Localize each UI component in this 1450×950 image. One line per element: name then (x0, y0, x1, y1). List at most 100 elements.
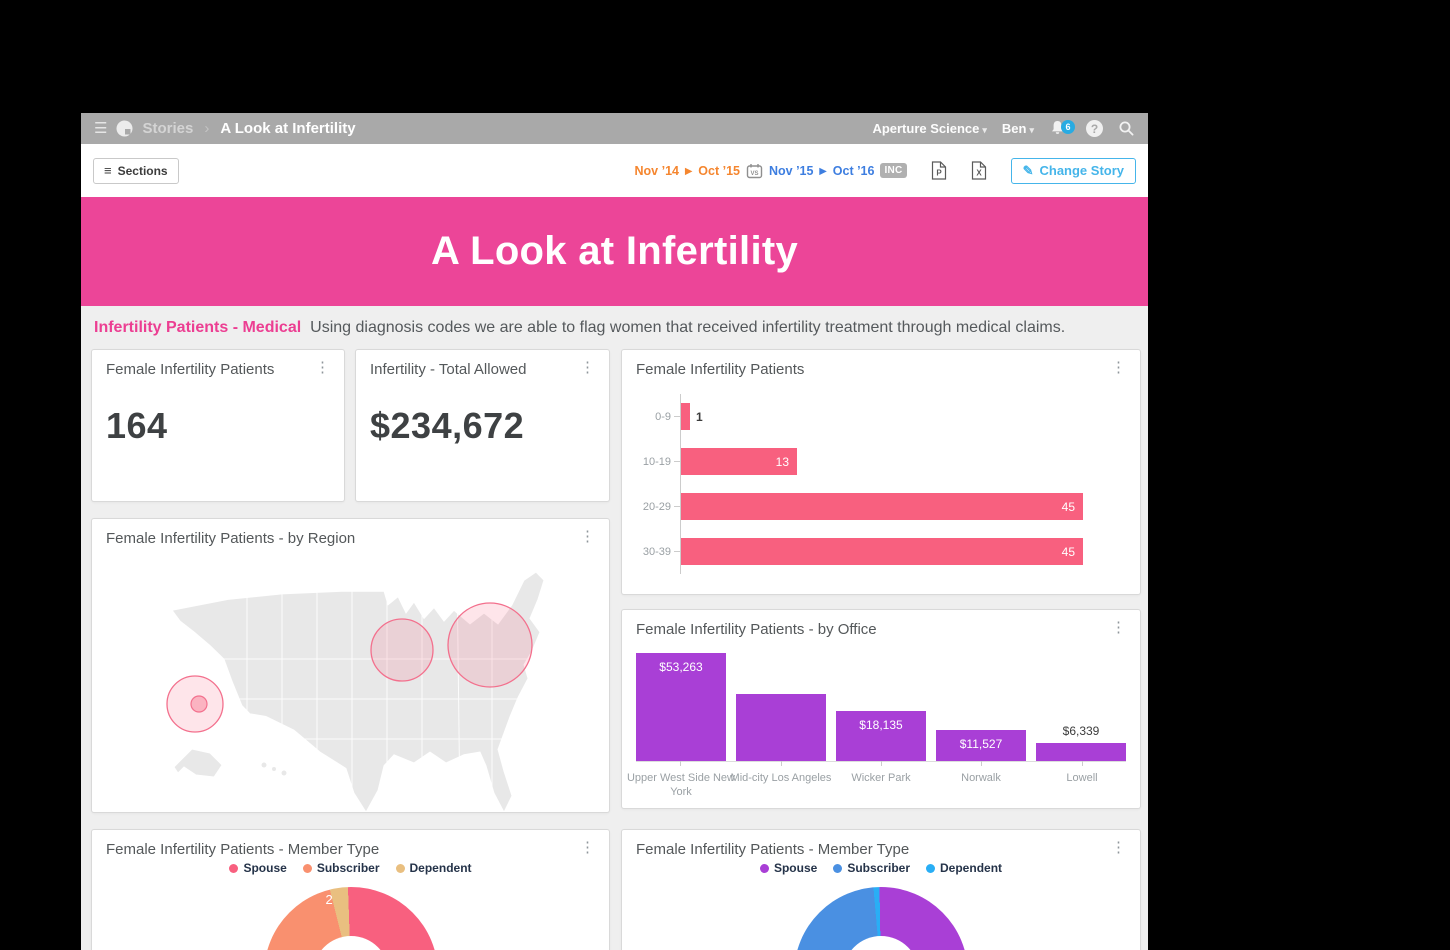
svg-text:VS: VS (750, 171, 758, 177)
bubble-southern-california[interactable] (166, 675, 224, 733)
bar-wicker-park[interactable]: $18,135 (836, 711, 926, 761)
notifications-button[interactable]: 6 (1049, 120, 1075, 137)
bar-age-0-9[interactable]: 1 (681, 403, 703, 430)
member-type-donut-chart[interactable]: 2 (263, 887, 438, 950)
date-range-selector[interactable]: Nov ’14 ► Oct ’15 VS Nov ’15 ► Oct ’16 I… (635, 163, 907, 179)
region-bubbles (166, 602, 533, 733)
y-axis-label: 0-9 (655, 410, 671, 423)
legend-item-dependent[interactable]: Dependent (395, 861, 472, 875)
age-bar-row: 10-19 13 (622, 439, 1140, 484)
axis-tick (674, 551, 680, 552)
legend-item-dependent[interactable]: Dependent (926, 861, 1002, 875)
axis-tick (1082, 761, 1083, 766)
excel-file-icon: X (971, 161, 986, 180)
alaska-shape (173, 748, 223, 778)
kebab-menu-icon[interactable]: ⋮ (1111, 839, 1126, 856)
by-office-card: Female Infertility Patients - by Office … (621, 609, 1141, 809)
member-type-donut-chart[interactable] (794, 887, 968, 950)
card-title: Female Infertility Patients - Member Typ… (106, 841, 380, 858)
help-icon[interactable]: ? (1086, 120, 1103, 137)
hawaii-shape (261, 762, 287, 776)
x-axis-label: Wicker Park (851, 772, 911, 784)
change-story-button[interactable]: ✎ Change Story (1010, 157, 1136, 184)
bar-lowell[interactable]: $6,339 (1036, 724, 1126, 761)
legend-dot (302, 863, 312, 873)
y-axis-label: 30-39 (642, 545, 671, 558)
bar-value-label: 13 (775, 454, 789, 469)
inc-badge: INC (880, 163, 907, 178)
bubble-upper-midwest[interactable] (370, 618, 434, 682)
org-dropdown[interactable]: Aperture Science ▾ (872, 121, 987, 136)
bar-age-20-29[interactable]: 45 (681, 493, 1083, 520)
kebab-menu-icon[interactable]: ⋮ (1111, 619, 1126, 636)
nav-stories-link[interactable]: Stories (142, 120, 194, 137)
breadcrumb-page-title: A Look at Infertility (220, 120, 356, 137)
axis-tick (674, 416, 680, 417)
date-range-primary[interactable]: Nov ’14 ► Oct ’15 (634, 163, 740, 178)
bar-value-label: $18,135 (859, 718, 903, 732)
bar-value-label: 45 (1061, 544, 1075, 559)
bubble-northeast[interactable] (447, 602, 533, 688)
kebab-menu-icon[interactable]: ⋮ (1111, 359, 1126, 376)
age-distribution-card: Female Infertility Patients ⋮ 0-9 1 10-1… (621, 349, 1141, 595)
age-bar-row: 30-39 45 (622, 529, 1140, 574)
x-axis-label: Lowell (1066, 772, 1098, 784)
age-bar-row: 20-29 45 (622, 484, 1140, 529)
legend-dot (395, 863, 405, 873)
bar-age-30-39[interactable]: 45 (681, 538, 1083, 565)
notification-count-badge: 6 (1061, 120, 1075, 134)
legend-dot (833, 863, 843, 873)
kebab-menu-icon[interactable]: ⋮ (580, 528, 595, 545)
legend-item-spouse[interactable]: Spouse (229, 861, 287, 875)
kebab-menu-icon[interactable]: ⋮ (315, 359, 330, 376)
kebab-menu-icon[interactable]: ⋮ (580, 839, 595, 856)
bar-norwalk[interactable]: $11,527 (936, 730, 1026, 761)
bar-value-label: 1 (696, 409, 703, 424)
legend-item-spouse[interactable]: Spouse (759, 861, 817, 875)
legend-item-subscriber[interactable]: Subscriber (302, 861, 380, 875)
age-bar-chart: 0-9 1 10-19 13 20-29 45 (622, 394, 1140, 574)
story-toolbar: ≡ Sections Nov ’14 ► Oct ’15 VS Nov ’15 … (81, 144, 1148, 197)
user-dropdown[interactable]: Ben ▾ (1001, 121, 1034, 136)
export-pdf-button[interactable]: P (931, 161, 947, 180)
card-title: Female Infertility Patients - by Office (636, 621, 877, 638)
legend-dot (229, 863, 239, 873)
bar-age-10-19[interactable]: 13 (681, 448, 797, 475)
caret-down-icon: ▾ (1029, 125, 1034, 135)
chart-legend: Spouse Subscriber Dependent (92, 861, 609, 875)
member-type-card-medical: Female Infertility Patients - Member Typ… (91, 829, 610, 950)
sections-button[interactable]: ≡ Sections (93, 157, 179, 184)
x-axis-labels: Upper West Side New York Mid-city Los An… (622, 771, 1140, 805)
stories-logo-icon (116, 120, 133, 137)
date-range-comparison[interactable]: Nov ’15 ► Oct ’16 (768, 163, 875, 178)
axis-tick (680, 761, 681, 766)
axis-tick (881, 761, 882, 766)
age-bar-row: 0-9 1 (622, 394, 1140, 439)
bar-value-label: 45 (1061, 499, 1075, 514)
section-label: Infertility Patients - Medical (94, 318, 302, 336)
card-title: Female Infertility Patients (636, 361, 805, 378)
x-axis-label: Norwalk (961, 772, 1001, 784)
svg-text:P: P (936, 169, 942, 178)
axis-tick (981, 761, 982, 766)
story-banner: A Look at Infertility (81, 197, 1148, 306)
bar-mid-city-la[interactable] (736, 694, 826, 761)
bar-value-label: $6,339 (1062, 724, 1100, 738)
notification-bell-icon (1052, 121, 1063, 134)
export-excel-button[interactable]: X (971, 161, 987, 180)
axis-tick (674, 506, 680, 507)
us-map-silhouette (171, 571, 545, 812)
axis-tick (674, 461, 680, 462)
svg-text:X: X (976, 169, 982, 178)
legend-item-subscriber[interactable]: Subscriber (833, 861, 910, 875)
bar-upper-west-side[interactable]: $53,263 (636, 653, 726, 761)
search-icon[interactable] (1118, 120, 1135, 137)
legend-dot (926, 863, 936, 873)
bar-value-label: $53,263 (659, 660, 703, 674)
story-title: A Look at Infertility (430, 229, 799, 273)
kebab-menu-icon[interactable]: ⋮ (580, 359, 595, 376)
axis-tick (781, 761, 782, 766)
hamburger-menu-icon[interactable]: ☰ (94, 120, 108, 137)
sections-icon: ≡ (104, 163, 112, 178)
bubble-southern-california-inner[interactable] (190, 695, 208, 713)
